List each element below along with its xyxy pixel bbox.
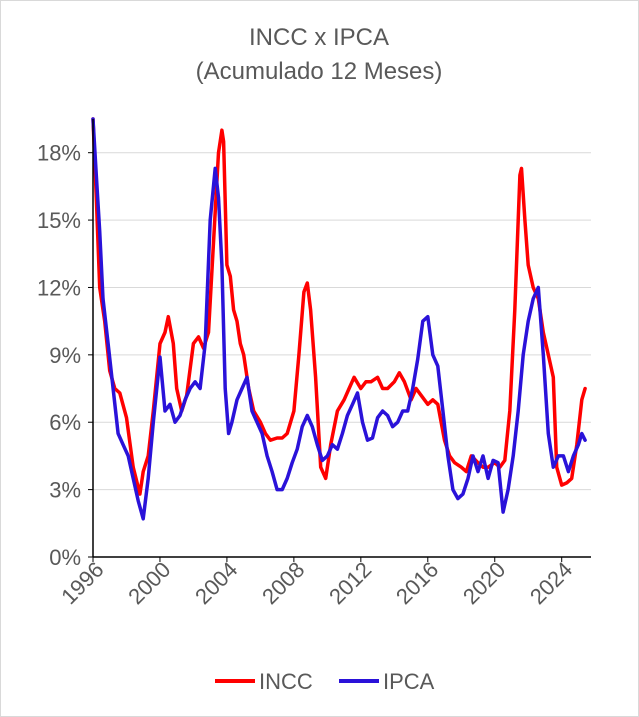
legend-label-ipca: IPCA: [383, 669, 435, 694]
series-line-incc: [91, 117, 587, 496]
x-tick-label-7: 2024: [525, 557, 577, 609]
axes: [92, 119, 591, 558]
chart-subtitle: (Acumulado 12 Meses): [196, 58, 443, 85]
x-tick-label-1: 2000: [123, 557, 175, 609]
chart-title: INCC x IPCA: [249, 24, 389, 51]
y-tick-label-4: 12%: [37, 275, 81, 300]
legend-label-incc: INCC: [259, 669, 313, 694]
y-axis-ticks: 0% 3% 6% 9% 12% 15% 18%: [37, 141, 93, 570]
series-lines: [91, 117, 587, 521]
y-tick-label-3: 9%: [49, 343, 81, 368]
x-tick-label-4: 2012: [324, 557, 376, 609]
y-tick-label-1: 3%: [49, 478, 81, 503]
x-tick-label-2: 2004: [190, 557, 242, 609]
y-tick-label-6: 18%: [37, 141, 81, 166]
y-tick-label-2: 6%: [49, 410, 81, 435]
x-tick-label-6: 2020: [458, 557, 510, 609]
x-axis-ticks: 1996 2000 2004 2008 2012 2016 2020 2024: [56, 557, 577, 609]
x-tick-label-5: 2016: [391, 557, 443, 609]
y-tick-label-5: 15%: [37, 208, 81, 233]
x-tick-label-3: 2008: [257, 557, 309, 609]
series-line-ipca: [91, 117, 587, 521]
legend: INCC IPCA: [215, 669, 435, 694]
y-tick-label-0: 0%: [49, 545, 81, 570]
